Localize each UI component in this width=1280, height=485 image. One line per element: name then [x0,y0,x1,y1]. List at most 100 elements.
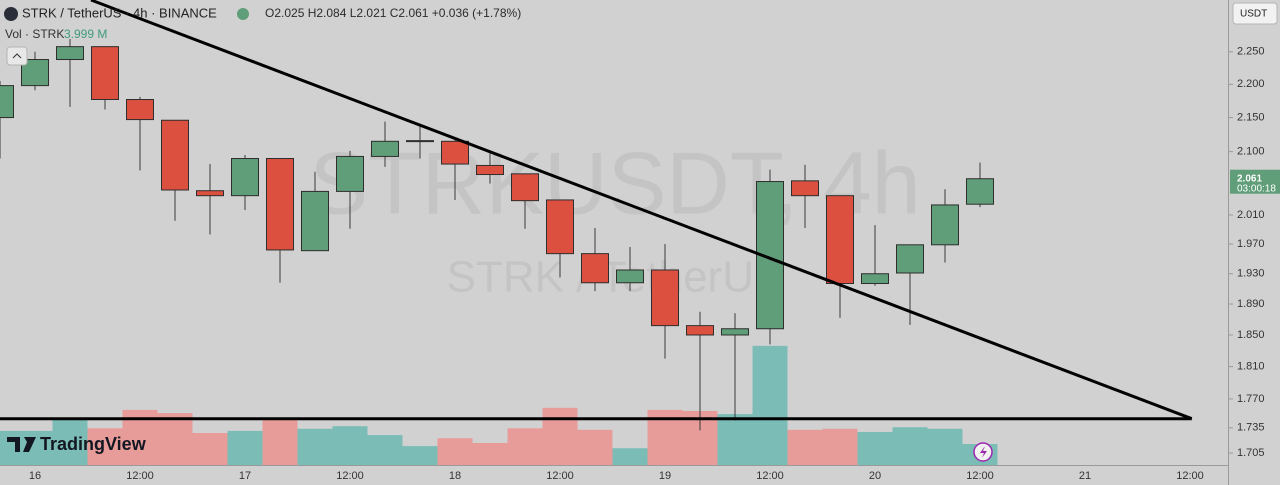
candle-body [931,204,959,246]
ohlc-legend: O2.025 H2.084 L2.021 C2.061 +0.036 (+1.7… [265,6,521,20]
currency-button[interactable] [1232,2,1278,25]
candle-body [371,140,399,157]
x-tick-label: 12:00 [126,470,154,482]
candle-body [511,173,539,202]
y-tick-label: 1.810 [1237,361,1265,373]
x-tick-label: 18 [449,470,461,482]
candle-body [581,253,609,284]
candle-body [336,155,364,192]
candle-body [196,190,224,197]
x-tick-label: 12:00 [966,470,994,482]
x-tick-label: 12:00 [1176,470,1204,482]
volume-bar [717,414,753,465]
candle-body [861,273,889,285]
price-tag [1230,169,1280,194]
x-tick-label: 17 [239,470,251,482]
x-tick-label: 12:00 [546,470,574,482]
candle-body [231,158,259,197]
volume-bar [0,430,18,465]
candles [0,38,994,431]
volume-bar [472,442,508,465]
candle-body [0,85,14,119]
x-tick-label: 21 [1079,470,1091,482]
trend-line [90,0,1193,421]
volume-bar [332,426,368,465]
currency: USDT [1240,9,1267,20]
x-tick-label: 12:00 [756,470,784,482]
volume-bar [612,448,648,465]
volume-bar [227,430,263,465]
y-tick-label: 1.735 [1237,422,1265,434]
volume-bar [157,413,193,465]
volume-bar [787,429,823,465]
candle-body [301,190,329,252]
y-tick-label: 2.010 [1237,209,1265,221]
volume-bar [402,446,438,465]
volume-name: Vol · STRK [5,27,64,41]
price-tag-value: 2.061 [1237,173,1262,184]
candle-body [406,140,434,143]
price-tag-countdown: 03:00:18 [1237,183,1276,194]
eye-icon[interactable] [237,8,249,20]
volume-bar [542,407,578,465]
y-tick-label: 1.970 [1237,238,1265,250]
volume-bar [262,417,298,465]
y-tick-label: 1.705 [1237,447,1265,459]
volume-bar [437,438,473,465]
volume-pane [0,345,998,465]
y-tick-label: 1.850 [1237,329,1265,341]
candle-body [826,195,854,285]
volume-bar [17,430,53,465]
y-tick-label: 2.100 [1237,146,1265,158]
candle-body [56,46,84,61]
volume-bar [367,435,403,465]
y-tick-label: 2.200 [1237,78,1265,90]
x-tick-label: 20 [869,470,881,482]
symbol-title[interactable]: STRK / TetherUS · 4h · BINANCE [22,5,217,20]
y-tick-label: 2.250 [1237,46,1265,58]
time-axis: 16 12:00 17 12:00 18 12:00 19 12:00 20 12:00 21 12:… [29,470,1204,482]
candle-body [791,180,819,197]
candle-body [616,269,644,284]
price-axis: 2.250 2.200 2.150 2.100 2.010 1.970 1.930 1.890… [1229,46,1280,459]
candle-body [686,325,714,336]
volume-bar [822,428,858,465]
volume-bar [192,432,228,465]
candle-body [546,199,574,255]
candle-body [966,178,994,205]
y-tick-label: 1.770 [1237,393,1265,405]
x-tick-label: 16 [29,470,41,482]
candle-body [651,269,679,327]
x-tick-label: 19 [659,470,671,482]
candle-body [476,164,504,176]
volume-bar [52,418,88,465]
brand-icon [7,437,36,452]
volume-bar [752,345,788,465]
candle-body [21,59,49,87]
volume-bar [927,428,963,465]
alert-glyph [980,446,987,458]
collapse-button[interactable] [6,46,28,66]
y-tick-label: 1.930 [1237,268,1265,280]
watermark-sub: STRK / TetherUS [447,253,784,302]
brand: TradingView [40,434,147,454]
volume-bar [297,428,333,465]
volume-bar [857,431,893,465]
symbol-icon [4,7,18,21]
candle-body [721,328,749,336]
drawings [0,0,1193,421]
candle-body [441,140,469,165]
collapse-icon [12,53,22,59]
candle-body [126,99,154,121]
x-tick-label: 12:00 [336,470,364,482]
volume-bar [892,427,928,465]
volume-bar [577,429,613,465]
volume-value: 3.999 M [64,27,107,41]
candle-body [161,119,189,191]
candle-body [896,244,924,274]
brand-logo[interactable]: TradingView [7,434,147,454]
candle-body [266,158,294,251]
